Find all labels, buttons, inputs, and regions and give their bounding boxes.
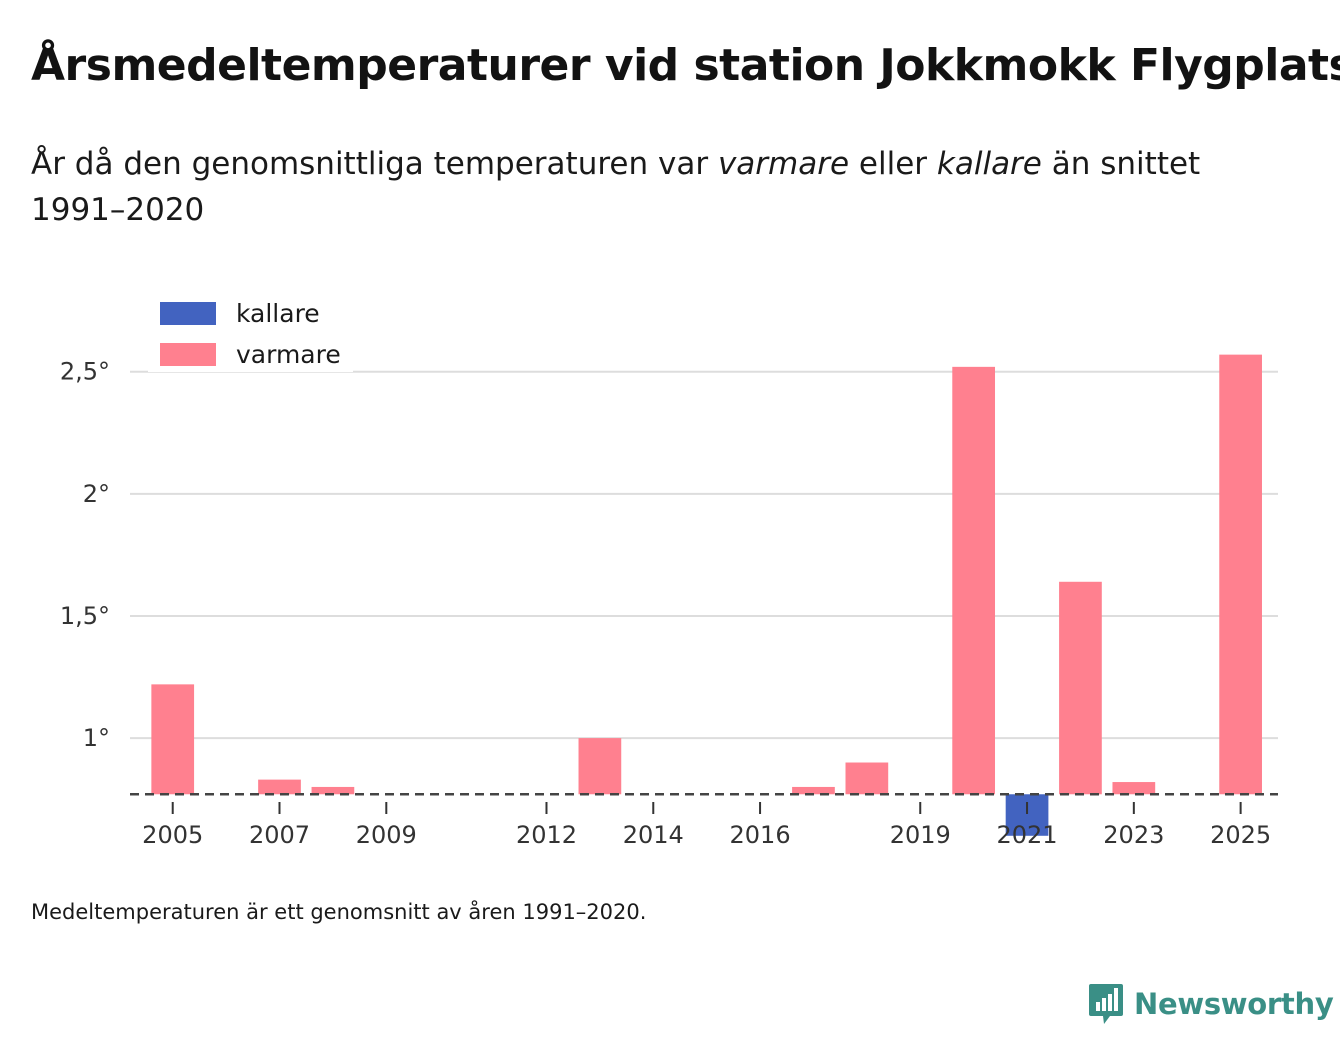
x-tick-label: 2014 <box>623 821 684 849</box>
x-tick-label: 2009 <box>356 821 417 849</box>
grid-lines <box>130 370 1278 740</box>
bar-2025 <box>1219 354 1262 795</box>
legend-label-varmare: varmare <box>236 340 341 369</box>
bar-2008 <box>311 786 355 795</box>
subtitle-prefix: År då den genomsnittliga temperaturen va… <box>31 146 709 182</box>
subtitle-colder-word: kallare <box>936 146 1042 182</box>
brand-name: Newsworthy <box>1134 987 1334 1021</box>
x-tick-label: 2023 <box>1103 821 1164 849</box>
footnote: Medeltemperaturen är ett genomsnitt av å… <box>31 900 647 924</box>
bar-2007 <box>258 779 301 795</box>
bar-2022 <box>1059 581 1102 795</box>
x-tick-label: 2019 <box>890 821 951 849</box>
bar-2017 <box>792 786 835 795</box>
bar-2023 <box>1112 782 1156 795</box>
axes: 1° 1,5° 2° 2,5° 2005 2007 2009 2012 2014 2016 2019… <box>60 358 1271 849</box>
bar-2020 <box>952 366 996 795</box>
legend-label-kallare: kallare <box>236 299 320 328</box>
x-tick-label: 2005 <box>142 821 203 849</box>
y-tick-label: 1° <box>83 724 110 752</box>
bar-2018 <box>845 762 889 795</box>
bar-2005 <box>151 684 195 795</box>
subtitle-middle: eller <box>858 146 928 182</box>
y-tick-label: 2,5° <box>60 358 110 386</box>
subtitle-suffix: än snittet 1991–2020 <box>31 146 1201 228</box>
x-tick-label: 2025 <box>1210 821 1271 849</box>
subtitle-warmer-word: varmare <box>717 146 850 182</box>
legend-swatch-kallare <box>160 302 216 325</box>
newsworthy-icon <box>1089 984 1123 1024</box>
brand-logo: Newsworthy <box>1088 982 1334 1026</box>
x-tick-label: 2021 <box>997 821 1058 849</box>
chart-subtitle: År då den genomsnittliga temperaturen va… <box>31 141 1231 233</box>
x-tick-label: 2016 <box>730 821 791 849</box>
bars <box>151 354 1262 836</box>
legend: kallare varmare <box>148 290 353 372</box>
x-tick-label: 2007 <box>249 821 310 849</box>
legend-swatch-varmare <box>160 343 216 366</box>
x-tick-label: 2012 <box>516 821 577 849</box>
chart-title: Årsmedeltemperaturer vid station Jokkmok… <box>31 40 1340 91</box>
bar-chart: 1° 1,5° 2° 2,5° 2005 2007 2009 2012 2014 2016 2019… <box>60 290 1278 849</box>
y-tick-label: 1,5° <box>60 602 110 630</box>
y-tick-label: 2° <box>83 480 110 508</box>
bar-2021 <box>1005 794 1049 836</box>
bar-2013 <box>578 738 622 795</box>
